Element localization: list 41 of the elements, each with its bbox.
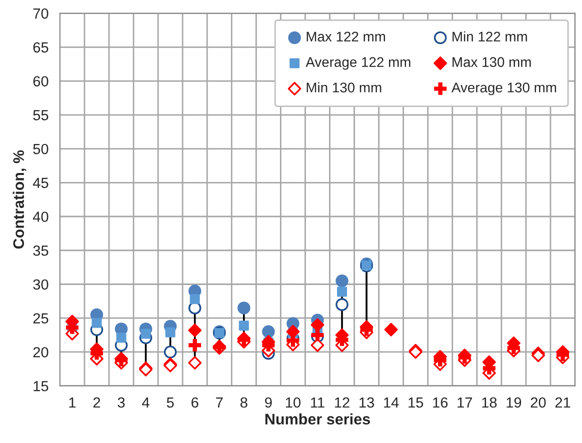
x-tick-label: 16 <box>433 397 448 408</box>
y-tick-label: 50 <box>33 144 48 154</box>
y-tick-label: 30 <box>33 279 48 290</box>
y-tick-label: 35 <box>33 245 48 256</box>
x-tick-label: 3 <box>118 397 125 408</box>
x-tick-label: 18 <box>482 397 497 408</box>
x-tick-label: 12 <box>335 397 350 408</box>
legend-label: Average 122 mm <box>306 57 410 70</box>
x-tick-label: 14 <box>384 398 399 408</box>
y-tick-label: 60 <box>33 76 48 86</box>
x-tick-label: 19 <box>506 397 522 408</box>
legend-label: Min 122 mm <box>452 31 527 42</box>
y-tick-label: 25 <box>33 313 48 324</box>
y-tick-label: 70 <box>33 8 48 19</box>
x-tick-label: 10 <box>286 397 300 408</box>
x-tick-label: 21 <box>555 397 570 408</box>
y-axis-title: Contration, % <box>12 150 26 249</box>
x-tick-label: 1 <box>69 398 76 408</box>
legend-label: Max 130 mm <box>452 57 531 67</box>
y-tick-label: 40 <box>32 212 48 222</box>
x-tick-label: 20 <box>530 397 546 408</box>
x-tick-label: 8 <box>240 397 248 408</box>
y-tick-label: 45 <box>32 178 48 188</box>
y-tick-label: 15 <box>34 381 48 392</box>
y-tick-label: 65 <box>33 42 48 53</box>
x-tick-label: 17 <box>458 398 472 408</box>
x-tick-label: 2 <box>93 397 100 408</box>
legend-label: Max 122 mm <box>306 32 386 42</box>
x-tick-label: 15 <box>408 398 424 408</box>
x-tick-label: 11 <box>311 398 324 408</box>
x-tick-label: 9 <box>265 397 272 408</box>
x-tick-label: 7 <box>216 398 223 408</box>
x-tick-label: 6 <box>192 397 198 408</box>
x-tick-label: 4 <box>142 398 150 408</box>
x-axis-title: Number series <box>265 413 370 425</box>
legend-label: Min 130 mm <box>306 82 382 92</box>
x-tick-label: 5 <box>166 398 174 408</box>
y-tick-label: 20 <box>33 347 48 358</box>
legend-label: Average 130 mm <box>451 82 556 96</box>
y-tick-label: 55 <box>33 110 48 120</box>
x-tick-label: 13 <box>360 397 374 408</box>
